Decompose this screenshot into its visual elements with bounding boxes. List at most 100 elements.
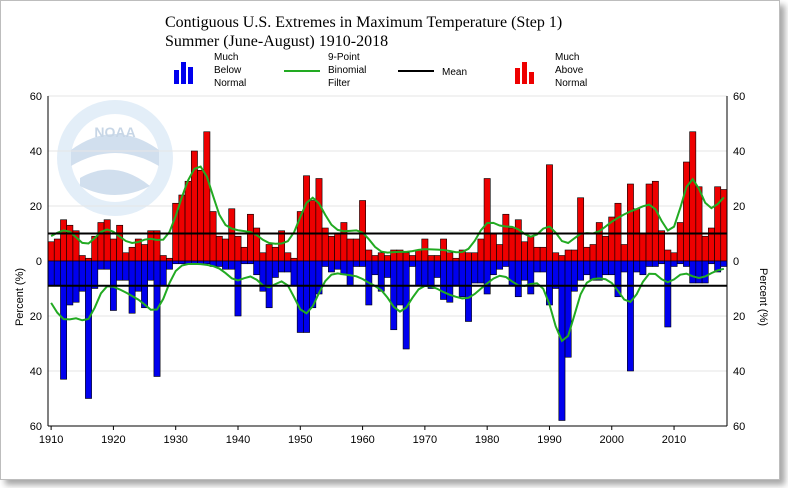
bar-above bbox=[85, 257, 92, 262]
bar-above bbox=[465, 252, 472, 262]
bar-below bbox=[539, 260, 547, 273]
bar-below bbox=[215, 260, 223, 267]
bar-below bbox=[371, 260, 379, 276]
bar-below bbox=[47, 260, 55, 287]
bar-above bbox=[334, 233, 342, 262]
bar-above bbox=[122, 252, 130, 262]
bar-above bbox=[309, 200, 317, 262]
bar-below bbox=[614, 260, 622, 298]
bar-above bbox=[141, 244, 148, 262]
bar-above bbox=[701, 235, 709, 262]
axes bbox=[47, 96, 728, 427]
filter-line-above bbox=[50, 165, 725, 254]
bar-below bbox=[153, 260, 161, 377]
bar-below bbox=[72, 260, 80, 303]
bar-above bbox=[595, 222, 603, 262]
bar-below bbox=[128, 260, 136, 314]
bar-below bbox=[477, 260, 485, 284]
bar-below bbox=[103, 260, 111, 270]
legend-below-line-1: Much bbox=[214, 52, 238, 63]
bar-above bbox=[496, 244, 504, 262]
bar-above bbox=[664, 249, 672, 262]
bar-below bbox=[178, 260, 186, 265]
bar-above bbox=[47, 241, 55, 262]
bar-above bbox=[184, 180, 192, 262]
bar-above bbox=[558, 255, 566, 262]
y-tick-label-right: 20 bbox=[733, 311, 745, 323]
bar-below bbox=[489, 260, 497, 276]
bar-below bbox=[421, 260, 429, 287]
bar-above bbox=[433, 255, 441, 262]
bar-above bbox=[128, 246, 136, 262]
bar-above bbox=[446, 252, 454, 262]
bar-below bbox=[402, 260, 410, 350]
bar-below bbox=[683, 260, 690, 267]
bar-below bbox=[116, 260, 124, 281]
legend-above-line-3: Normal bbox=[555, 78, 587, 89]
legend-above-icon bbox=[515, 62, 534, 84]
bar-below bbox=[695, 260, 703, 284]
x-tick-label: 2010 bbox=[662, 434, 686, 446]
bar-above bbox=[651, 180, 659, 262]
bar-above bbox=[259, 252, 267, 262]
bar-above bbox=[97, 222, 105, 262]
bar-above bbox=[240, 246, 248, 262]
bar-above bbox=[471, 252, 479, 262]
y-tick-label-left: 20 bbox=[30, 201, 42, 213]
bar-above bbox=[265, 244, 273, 262]
bar-above bbox=[645, 183, 653, 262]
y-tick-label-right: 0 bbox=[733, 256, 739, 268]
bar-below bbox=[303, 260, 310, 333]
x-tick-label: 1990 bbox=[537, 434, 561, 446]
bars bbox=[47, 131, 728, 421]
bar-below bbox=[346, 260, 354, 287]
bar-below bbox=[172, 260, 180, 265]
legend-mean-label: Mean bbox=[442, 67, 467, 78]
bar-below bbox=[265, 260, 273, 309]
bar-below bbox=[471, 260, 479, 284]
x-tick-label: 1920 bbox=[101, 434, 125, 446]
bar-below bbox=[496, 260, 504, 270]
bar-below bbox=[141, 260, 148, 309]
bar-below bbox=[53, 260, 61, 287]
bar-above bbox=[589, 244, 597, 262]
bar-above bbox=[166, 257, 173, 262]
y-tick-label-left: 0 bbox=[36, 256, 42, 268]
bar-above bbox=[683, 161, 690, 262]
bar-above bbox=[714, 186, 722, 262]
bar-below bbox=[384, 260, 391, 278]
y-tick-label-right: 20 bbox=[733, 201, 745, 213]
bar-below bbox=[458, 260, 466, 298]
bar-above bbox=[197, 169, 205, 262]
bar-below bbox=[234, 260, 242, 317]
bar-above bbox=[427, 255, 435, 262]
bar-above bbox=[695, 186, 703, 262]
bar-above bbox=[670, 252, 678, 262]
bar-above bbox=[377, 252, 385, 262]
x-tick-label: 1980 bbox=[475, 434, 499, 446]
bar-below bbox=[514, 260, 522, 298]
bar-above bbox=[284, 252, 292, 262]
y-tick-label-right: 40 bbox=[733, 146, 745, 158]
bar-above bbox=[564, 249, 572, 262]
legend-below-icon bbox=[174, 62, 193, 84]
bar-below bbox=[290, 260, 298, 287]
bar-below bbox=[564, 260, 572, 358]
bar-above bbox=[303, 175, 310, 262]
bar-above bbox=[452, 257, 460, 262]
bar-below bbox=[396, 260, 404, 306]
bar-below bbox=[701, 260, 709, 284]
x-tick-label: 1930 bbox=[163, 434, 187, 446]
bar-below bbox=[91, 260, 99, 289]
bar-above bbox=[633, 208, 641, 262]
bar-below bbox=[147, 260, 155, 281]
bar-below bbox=[66, 260, 74, 306]
legend-above-line-2: Above bbox=[555, 65, 584, 76]
bar-above bbox=[533, 246, 541, 262]
legend-filter-line-2: Binomial bbox=[328, 65, 366, 76]
bar-below bbox=[521, 260, 528, 281]
bar-above bbox=[521, 241, 528, 262]
bar-above bbox=[153, 230, 161, 262]
bar-above bbox=[352, 238, 360, 262]
